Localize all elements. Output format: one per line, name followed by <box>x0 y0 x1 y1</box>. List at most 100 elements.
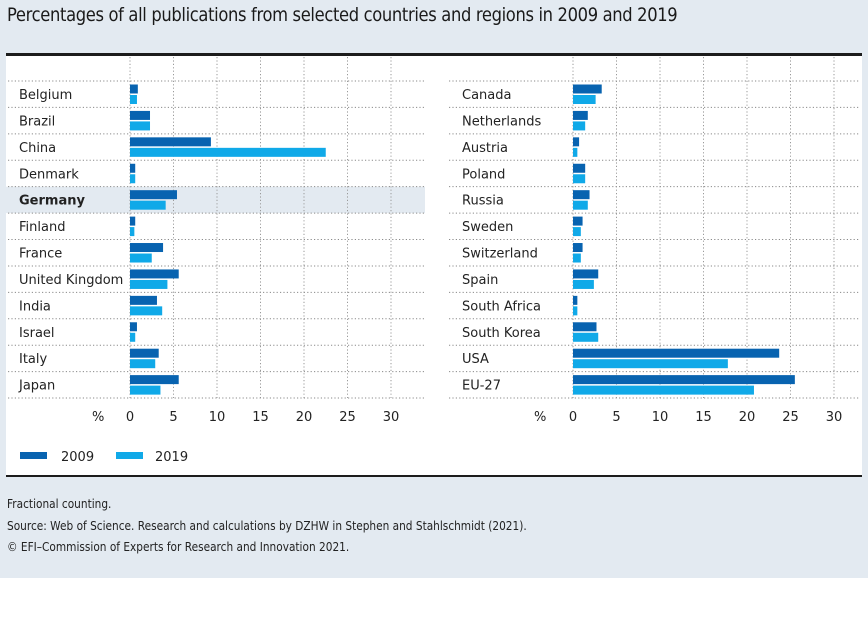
bar-2019 <box>130 227 135 237</box>
tick-label: 30 <box>826 410 843 425</box>
bar-2019 <box>130 200 166 210</box>
bar-2019 <box>573 174 586 184</box>
category-label: Canada <box>462 88 511 103</box>
bar-2009 <box>573 190 590 200</box>
bar-2019 <box>130 385 161 395</box>
tick-label: 25 <box>339 410 356 425</box>
tick-label: 15 <box>252 410 269 425</box>
category-label: South Korea <box>462 326 541 341</box>
category-label: USA <box>462 352 489 367</box>
category-label: India <box>19 299 51 314</box>
category-label: Finland <box>19 220 65 235</box>
bar-2009 <box>130 295 157 305</box>
bar-2009 <box>573 295 578 305</box>
footer-copyright: © EFI–Commission of Experts for Research… <box>7 540 350 554</box>
footer-source: Source: Web of Science. Research and cal… <box>7 518 527 533</box>
bar-2009 <box>130 375 179 385</box>
bar-2019 <box>130 253 152 263</box>
legend-swatch-2009 <box>20 452 47 459</box>
category-label: United Kingdom <box>19 273 123 288</box>
category-label: France <box>19 247 62 262</box>
category-label: Sweden <box>462 220 513 235</box>
bar-2019 <box>573 227 581 237</box>
bar-2009 <box>130 137 211 147</box>
bar-2009 <box>130 243 164 253</box>
bar-2009 <box>573 243 583 253</box>
bar-2009 <box>130 190 177 200</box>
category-label: Brazil <box>19 114 55 129</box>
bar-2009 <box>573 348 780 358</box>
category-label: Belgium <box>19 88 72 103</box>
bar-2019 <box>130 306 163 316</box>
legend-label-2019: 2019 <box>155 450 188 465</box>
footer-note: Fractional counting. <box>7 497 112 511</box>
legend: 2009 2019 <box>20 450 188 465</box>
bar-2009 <box>130 322 137 332</box>
category-label: Germany <box>19 194 85 209</box>
footer: Fractional counting. Source: Web of Scie… <box>7 494 527 559</box>
right-chart: Canada Netherlands Austria Poland Russia Swed… <box>449 57 860 425</box>
category-label: Switzerland <box>462 247 538 262</box>
bar-2019 <box>573 121 586 131</box>
tick-label: 20 <box>296 410 313 425</box>
category-label: EU-27 <box>462 379 501 394</box>
bar-2019 <box>130 279 168 289</box>
bar-2019 <box>573 332 599 342</box>
bar-2009 <box>130 110 151 120</box>
legend-label-2009: 2009 <box>61 450 94 465</box>
bar-2019 <box>130 147 326 157</box>
tick-label: 10 <box>652 410 669 425</box>
axis-unit-label: % <box>92 410 104 425</box>
axis-unit-label: % <box>534 410 546 425</box>
bar-2019 <box>573 279 594 289</box>
tick-label: 0 <box>126 410 134 425</box>
category-label: Spain <box>462 273 498 288</box>
tick-label: 0 <box>569 410 577 425</box>
bar-2009 <box>130 269 179 279</box>
bar-2009 <box>573 375 795 385</box>
category-label: Italy <box>19 352 48 367</box>
bar-2019 <box>573 200 588 210</box>
category-label: China <box>19 141 56 156</box>
left-chart: Belgium Brazil China Denmark Germany Finland F… <box>6 57 425 425</box>
category-label: Netherlands <box>462 114 541 129</box>
bar-2009 <box>573 216 583 226</box>
bar-2009 <box>130 163 136 173</box>
tick-label: 5 <box>169 410 177 425</box>
bar-2019 <box>130 174 136 184</box>
chart-svg: Belgium Brazil China Denmark Germany Finland F… <box>6 57 860 465</box>
bar-2019 <box>573 385 754 395</box>
bar-2019 <box>573 359 728 369</box>
category-label: Japan <box>18 379 55 394</box>
bar-2019 <box>573 306 578 316</box>
category-label: Poland <box>462 167 505 182</box>
tick-label: 10 <box>209 410 226 425</box>
category-label: Denmark <box>19 167 79 182</box>
tick-label: 5 <box>612 410 620 425</box>
highlight-row-germany <box>6 186 425 214</box>
tick-label: 15 <box>695 410 712 425</box>
legend-swatch-2019 <box>116 452 143 459</box>
bar-2009 <box>573 322 597 332</box>
bar-2019 <box>130 121 151 131</box>
bar-2019 <box>573 253 581 263</box>
category-label: South Africa <box>462 299 541 314</box>
tick-label: 20 <box>739 410 756 425</box>
bar-2009 <box>573 110 588 120</box>
tick-label: 25 <box>782 410 799 425</box>
bar-2019 <box>573 95 596 104</box>
chart-title: Percentages of all publications from sel… <box>7 4 678 26</box>
bar-2019 <box>130 332 136 342</box>
bar-2009 <box>573 269 599 279</box>
category-label: Israel <box>19 326 55 341</box>
bar-2009 <box>573 84 602 94</box>
bar-2019 <box>573 147 578 157</box>
bar-2009 <box>130 348 159 358</box>
category-label: Austria <box>462 141 508 156</box>
tick-label: 30 <box>383 410 400 425</box>
bar-2009 <box>130 84 138 94</box>
bar-2009 <box>130 216 136 226</box>
bar-2019 <box>130 95 137 104</box>
category-label: Russia <box>462 194 504 209</box>
bar-2019 <box>130 359 156 369</box>
